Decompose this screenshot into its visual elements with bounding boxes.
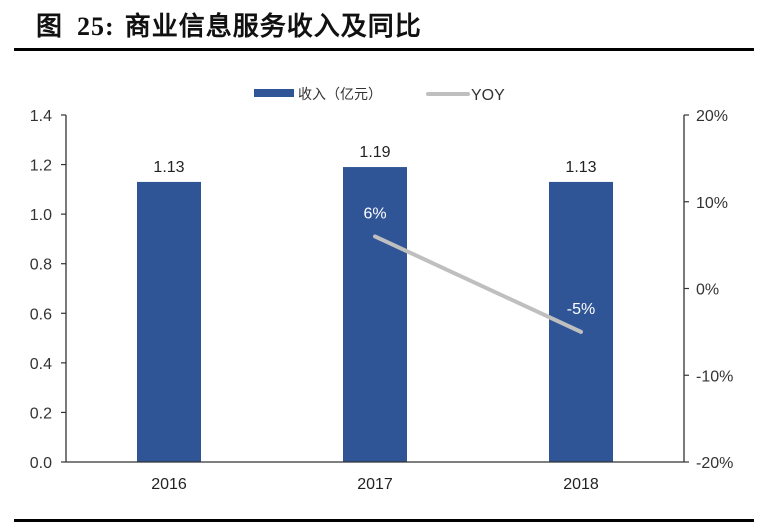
bar-2016	[137, 181, 201, 462]
legend-line-label: YOY	[471, 87, 505, 104]
x-tick-label: 2018	[563, 476, 599, 493]
right-tick-label: 20%	[696, 108, 728, 125]
left-tick-label: 1.4	[30, 108, 52, 125]
x-tick-label: 2016	[151, 476, 187, 493]
figure-label: 图	[36, 12, 64, 42]
legend-bar-swatch	[254, 89, 294, 97]
bar-2017	[343, 167, 407, 463]
x-tick-label: 2017	[357, 476, 393, 493]
left-tick-label: 1.0	[30, 207, 52, 224]
left-tick-label: 0.6	[30, 306, 52, 323]
chart-axes: 0.0 0.2 0.4 0.6 0.8 1.0 1.2 1.4 -20% -10% 0% 10% 20%…	[30, 108, 734, 493]
yoy-value-label: 6%	[363, 205, 386, 222]
right-tick-label: -10%	[696, 368, 733, 385]
left-tick-label: 0.4	[30, 356, 52, 373]
bar-value-label: 1.19	[359, 144, 390, 161]
right-tick-label: -20%	[696, 455, 733, 472]
right-tick-label: 10%	[696, 195, 728, 212]
left-tick-label: 0.0	[30, 455, 52, 472]
left-tick-label: 1.2	[30, 158, 52, 175]
left-tick-label: 0.2	[30, 405, 52, 422]
figure-title-text: 商业信息服务收入及同比	[124, 12, 422, 42]
bottom-divider	[14, 519, 754, 522]
bar-value-label: 1.13	[153, 159, 184, 176]
yoy-line-series: 6% -5%	[363, 205, 595, 334]
right-tick-label: 0%	[696, 282, 719, 299]
yoy-value-label: -5%	[567, 301, 595, 318]
bar-series: 1.13 1.19 1.13	[137, 144, 613, 463]
yoy-line	[373, 234, 583, 334]
chart-legend: 收入（亿元） YOY	[254, 86, 505, 104]
figure-title: 图 25: 商业信息服务收入及同比	[36, 6, 422, 43]
bar-value-label: 1.13	[565, 159, 596, 176]
left-tick-label: 0.8	[30, 257, 52, 274]
title-divider	[14, 48, 754, 51]
legend-bar-label: 收入（亿元）	[298, 86, 382, 102]
figure-number: 25:	[77, 12, 115, 41]
